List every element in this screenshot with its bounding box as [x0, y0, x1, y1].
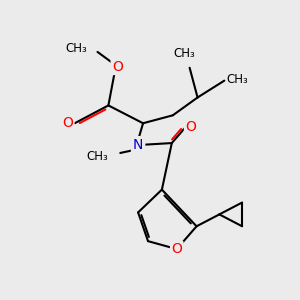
Text: CH₃: CH₃ — [66, 42, 88, 56]
Text: O: O — [112, 60, 123, 74]
Text: N: N — [133, 138, 143, 152]
Text: O: O — [62, 116, 73, 130]
Text: O: O — [171, 242, 182, 256]
Text: CH₃: CH₃ — [87, 150, 108, 164]
Text: CH₃: CH₃ — [174, 47, 196, 60]
Text: O: O — [185, 120, 196, 134]
Text: CH₃: CH₃ — [226, 73, 248, 86]
